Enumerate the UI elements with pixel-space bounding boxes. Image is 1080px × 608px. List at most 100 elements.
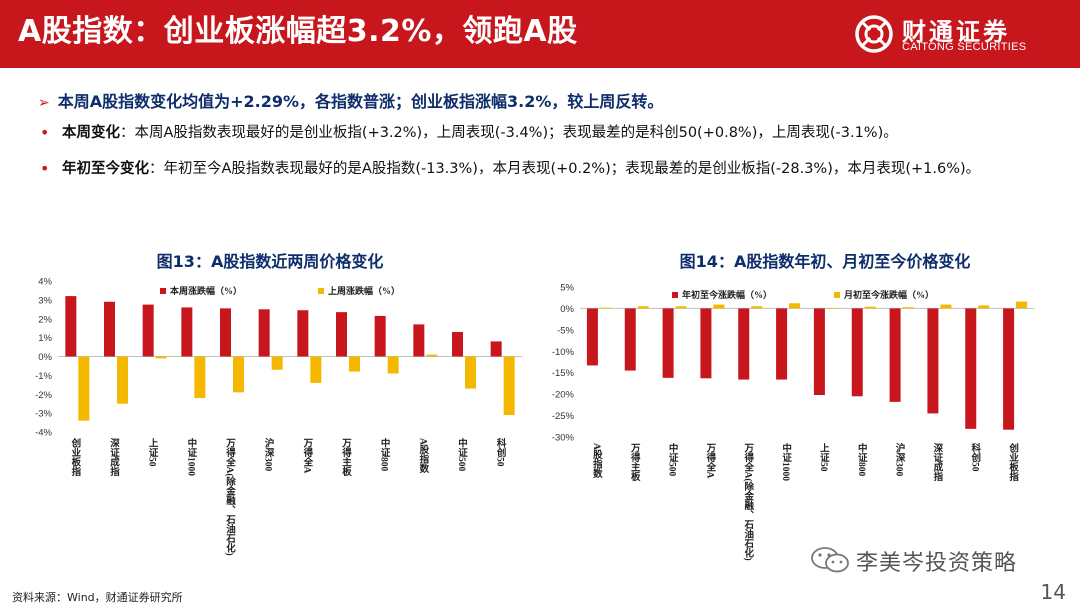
chart13-bar-s2 — [271, 356, 283, 370]
chart14-bar-s2 — [826, 308, 838, 309]
source-note: 资料来源：Wind，财通证券研究所 — [12, 591, 183, 604]
chart14-category-label: A股指数 — [591, 443, 604, 479]
chart13-category-label: A股指数 — [417, 438, 430, 474]
chart14-y-tick: -10% — [552, 347, 575, 358]
chart14-y-tick: 0% — [560, 304, 574, 315]
chart14-bar-s2 — [902, 307, 914, 309]
chart14-bar-s1 — [776, 308, 788, 380]
chart14-category-label: 中证1000 — [780, 442, 792, 481]
chart14-bar-s1 — [1003, 308, 1015, 430]
arrow-bullet-icon: ➢ — [38, 95, 50, 111]
chart13-legend-label: 上周涨跌幅（%） — [328, 285, 400, 296]
chart14-bar-s2 — [599, 307, 611, 309]
bullet-dot-icon: • — [40, 123, 50, 142]
chart13-bar-s1 — [336, 312, 347, 357]
chart13-bar-s1 — [220, 308, 231, 357]
chart13-bar-s1 — [374, 315, 386, 357]
chart13-y-tick: -3% — [35, 409, 52, 420]
chart14-bar-s2 — [637, 306, 649, 309]
chart14-y-tick: -25% — [552, 411, 575, 422]
chart13-bar-s2 — [387, 356, 399, 374]
chart14-legend-label: 月初至今涨跌幅（%） — [843, 289, 934, 300]
chart14-category-label: 中证500 — [667, 442, 679, 476]
company-logo: 财通证券 CAITONG SECURITIES — [854, 10, 1054, 58]
chart13-category-label: 科创50 — [495, 437, 508, 466]
chart14-bar-s2 — [789, 303, 801, 309]
logo-chinese-name: 财通证券 — [902, 18, 1010, 46]
chart14-category-label: 深证成指 — [931, 442, 943, 482]
bullet-dot-icon: • — [40, 159, 50, 178]
chart13-category-label: 中证500 — [456, 437, 468, 471]
chart13-bar-s1 — [142, 304, 154, 357]
wechat-watermark: 李美岑投资策略 — [810, 543, 1050, 583]
chart13-bar-s2 — [310, 356, 322, 383]
chart14-y-tick: 5% — [560, 283, 574, 294]
chart13-y-tick: 1% — [38, 333, 52, 344]
chart14-y-tick: -20% — [552, 390, 575, 401]
header-bar: A股指数：创业板涨幅超3.2%，领跑A股 财通证券 CAITONG SECURI… — [0, 0, 1080, 68]
chart14-bar-s1 — [624, 308, 636, 371]
caitong-logo-icon — [855, 15, 893, 53]
chart13-bar-s2 — [503, 356, 515, 416]
headline-text: 本周A股指数变化均值为+2.29%，各指数普涨；创业板指涨幅3.2%，较上周反转… — [57, 92, 664, 111]
chart13-bar-s2 — [465, 356, 476, 389]
chart14-bar-s2 — [675, 306, 687, 309]
chart14-y-tick: -15% — [552, 368, 575, 379]
wechat-icon — [811, 547, 849, 573]
chart14-bar-s2 — [1016, 301, 1028, 309]
watermark-text: 李美岑投资策略 — [856, 551, 1018, 576]
chart13-bar-s2 — [78, 356, 90, 421]
chart13-category-label: 深证成指 — [108, 437, 120, 477]
chart14-category-label: 上证50 — [818, 442, 830, 471]
chart14-bar-s1 — [965, 308, 977, 429]
chart14-bar-s1 — [586, 308, 598, 366]
chart13-legend-swatch — [160, 288, 166, 294]
chart14-bar-s1 — [813, 308, 825, 395]
chart13-y-tick: 0% — [38, 352, 52, 363]
chart14-bar-s2 — [978, 305, 990, 309]
chart13-legend-label: 本周涨跌幅（%） — [170, 285, 242, 296]
chart14-bar-s2 — [864, 306, 876, 309]
chart13-y-tick: -4% — [35, 428, 52, 439]
chart14-legend-label: 年初至今涨跌幅（%） — [682, 289, 772, 300]
chart13-category-label: 万得全A — [301, 438, 314, 474]
chart13-bar-s1 — [258, 309, 270, 357]
bullet-ytd-change: • 年初至今变化：年初至今A股指数表现最好的是A股指数(-13.3%)，本月表现… — [40, 157, 1042, 181]
chart13-title: 图13：A股指数近两周价格变化 — [156, 252, 384, 271]
chart14-bar-s2 — [713, 304, 725, 309]
chart14-bar-s1 — [889, 308, 901, 402]
chart13-y-tick: -2% — [35, 390, 52, 401]
chart14-bar-s1 — [738, 308, 750, 380]
page-title: A股指数：创业板涨幅超3.2%，领跑A股 — [18, 14, 578, 49]
chart13-bar-s2 — [349, 356, 360, 372]
bullet-text: ：年初至今A股指数表现最好的是A股指数(-13.3%)，本月表现(+0.2%)；… — [149, 161, 981, 177]
chart13-category-label: 中证1000 — [185, 437, 197, 476]
chart13-y-tick: 4% — [38, 277, 52, 288]
chart14-category-label: 万得主板 — [629, 443, 642, 482]
bullet-label: 本周变化 — [62, 125, 120, 141]
chart13-bar-s1 — [104, 301, 115, 357]
chart13-bar-s1 — [413, 324, 425, 357]
chart14-bar-s1 — [851, 308, 863, 397]
page-number: 14 — [1040, 580, 1066, 604]
chart14-category-label: 中证800 — [856, 442, 868, 476]
summary-headline: ➢ 本周A股指数变化均值为+2.29%，各指数普涨；创业板指涨幅3.2%，较上周反… — [38, 88, 663, 112]
chart13-y-tick: -1% — [35, 371, 52, 382]
chart13-bar-s1 — [65, 296, 77, 357]
chart14-y-tick: -5% — [557, 325, 574, 336]
chart13-category-label: 中证800 — [379, 437, 391, 471]
logo-english-name: CAITONG SECURITIES — [902, 41, 1027, 53]
chart14-bar-s2 — [940, 304, 952, 309]
chart13-bar-s1 — [490, 341, 502, 357]
chart14-legend-swatch — [672, 292, 678, 298]
chart13-legend-swatch — [318, 288, 324, 294]
chart13-bar-s1 — [452, 331, 463, 357]
chart13-bar-s2 — [233, 356, 244, 393]
chart13-bar-s2 — [194, 356, 206, 399]
chart13-category-label: 沪深300 — [263, 437, 275, 471]
chart14-category-label: 创业板指 — [1007, 442, 1020, 482]
chart13-bar-s1 — [297, 310, 309, 357]
chart14-bar-s1 — [700, 308, 712, 379]
bullet-label: 年初至今变化 — [62, 161, 149, 177]
chart13-bar-s2 — [117, 356, 128, 404]
